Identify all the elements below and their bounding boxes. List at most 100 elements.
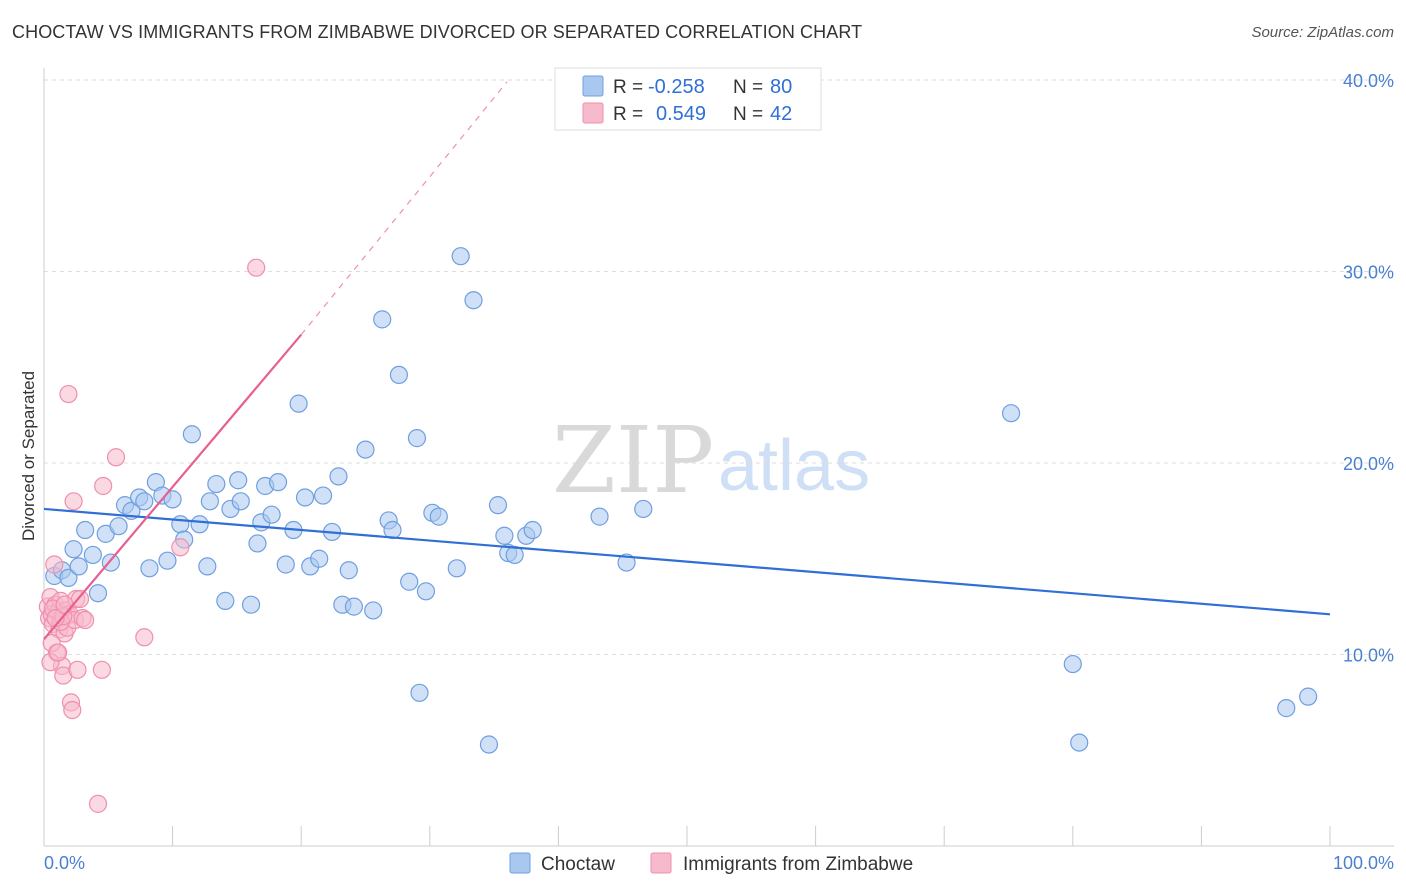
source-label: Source: ZipAtlas.com <box>1251 24 1394 41</box>
point-zimbabwe <box>106 448 126 467</box>
point-choctaw <box>1063 654 1082 674</box>
point-choctaw <box>262 505 281 524</box>
point-choctaw <box>76 520 95 540</box>
watermark-atlas: atlas <box>718 426 870 506</box>
point-choctaw <box>109 517 128 536</box>
point-choctaw <box>163 490 182 509</box>
legend-n-label-zimbabwe: N = <box>733 104 763 125</box>
point-choctaw <box>523 520 542 540</box>
series-choctaw-points <box>45 247 1318 754</box>
point-zimbabwe <box>247 258 266 277</box>
chart-title: CHOCTAW VS IMMIGRANTS FROM ZIMBABWE DIVO… <box>12 22 863 42</box>
legend: R = -0.258 N = 80 R = 0.549 N = 42 <box>554 67 822 131</box>
point-zimbabwe <box>49 643 68 662</box>
point-choctaw <box>373 310 392 329</box>
point-choctaw <box>329 467 348 486</box>
point-choctaw <box>64 540 83 559</box>
x-tick-label-max: 100.0% <box>1333 853 1394 873</box>
point-choctaw <box>464 291 483 310</box>
point-choctaw <box>229 471 248 490</box>
point-choctaw <box>364 601 383 620</box>
y-axis-label: Divorced or Separated <box>19 371 38 541</box>
point-choctaw <box>190 515 209 534</box>
bottom-legend-label-zimbabwe: Immigrants from Zimbabwe <box>683 854 913 875</box>
point-choctaw <box>1277 699 1296 718</box>
point-choctaw <box>479 735 499 754</box>
point-choctaw <box>389 365 409 385</box>
legend-r-value-choctaw: -0.258 <box>648 76 705 98</box>
series-zimbabwe-points <box>38 258 266 813</box>
point-zimbabwe <box>55 595 74 614</box>
point-choctaw <box>356 440 375 459</box>
point-choctaw <box>216 591 235 610</box>
point-choctaw <box>339 561 358 580</box>
point-choctaw <box>241 595 261 614</box>
point-zimbabwe <box>59 384 78 404</box>
point-choctaw <box>198 557 217 576</box>
point-choctaw <box>313 486 333 505</box>
legend-n-label-choctaw: N = <box>733 77 763 98</box>
point-choctaw <box>429 507 448 526</box>
point-choctaw <box>1001 404 1021 423</box>
point-choctaw <box>617 553 636 572</box>
point-choctaw <box>310 549 329 568</box>
bottom-legend: Choctaw Immigrants from Zimbabwe <box>509 852 913 875</box>
point-choctaw <box>140 559 159 578</box>
point-choctaw <box>590 507 609 526</box>
point-choctaw <box>634 499 653 519</box>
y-tick-label: 40.0% <box>1343 71 1394 91</box>
legend-r-label-zimbabwe: R = <box>613 104 643 125</box>
point-zimbabwe <box>45 555 64 574</box>
point-choctaw <box>59 568 78 588</box>
point-choctaw <box>207 474 226 494</box>
point-choctaw <box>407 429 427 448</box>
bottom-legend-swatch-choctaw <box>509 852 531 874</box>
point-choctaw <box>101 553 120 572</box>
watermark-zip: ZIP <box>552 407 714 514</box>
trend-lines <box>43 81 1331 640</box>
point-choctaw <box>83 545 102 565</box>
point-choctaw <box>182 425 201 444</box>
legend-swatch-choctaw <box>582 75 604 97</box>
point-choctaw <box>135 492 154 511</box>
x-ticks <box>43 826 1331 846</box>
point-choctaw <box>268 473 288 492</box>
point-choctaw <box>231 492 250 511</box>
trendline-zimbabwe <box>43 333 303 640</box>
point-zimbabwe <box>76 610 95 630</box>
point-zimbabwe <box>88 794 108 813</box>
point-choctaw <box>69 557 88 576</box>
point-choctaw <box>88 584 108 603</box>
point-zimbabwe <box>63 700 82 720</box>
legend-n-value-choctaw: 80 <box>770 76 792 98</box>
x-tick-label-min: 0.0% <box>44 853 85 873</box>
point-choctaw <box>451 247 470 266</box>
point-choctaw <box>447 559 466 578</box>
legend-r-value-zimbabwe: 0.549 <box>656 103 706 125</box>
legend-swatch-zimbabwe <box>582 102 604 124</box>
point-choctaw <box>410 683 429 702</box>
y-tick-labels: 10.0% 20.0% 30.0% 40.0% <box>1343 71 1394 666</box>
legend-r-label-choctaw: R = <box>613 77 643 98</box>
y-tick-label: 30.0% <box>1343 263 1394 283</box>
grid-lines <box>44 79 1394 655</box>
bottom-legend-swatch-zimbabwe <box>650 852 672 874</box>
point-choctaw <box>495 526 514 545</box>
point-zimbabwe <box>171 538 190 557</box>
point-choctaw <box>289 394 308 413</box>
point-choctaw <box>1299 687 1318 706</box>
point-choctaw <box>276 555 295 574</box>
point-choctaw <box>416 582 436 601</box>
point-choctaw <box>344 597 364 616</box>
point-choctaw <box>488 496 508 515</box>
y-tick-label: 20.0% <box>1343 454 1394 474</box>
point-choctaw <box>248 534 267 553</box>
point-zimbabwe <box>94 476 113 496</box>
point-choctaw <box>400 572 419 591</box>
y-tick-label: 10.0% <box>1343 646 1394 666</box>
point-choctaw <box>158 551 177 570</box>
point-zimbabwe <box>135 628 154 647</box>
point-zimbabwe <box>68 660 87 679</box>
legend-n-value-zimbabwe: 42 <box>770 103 792 125</box>
